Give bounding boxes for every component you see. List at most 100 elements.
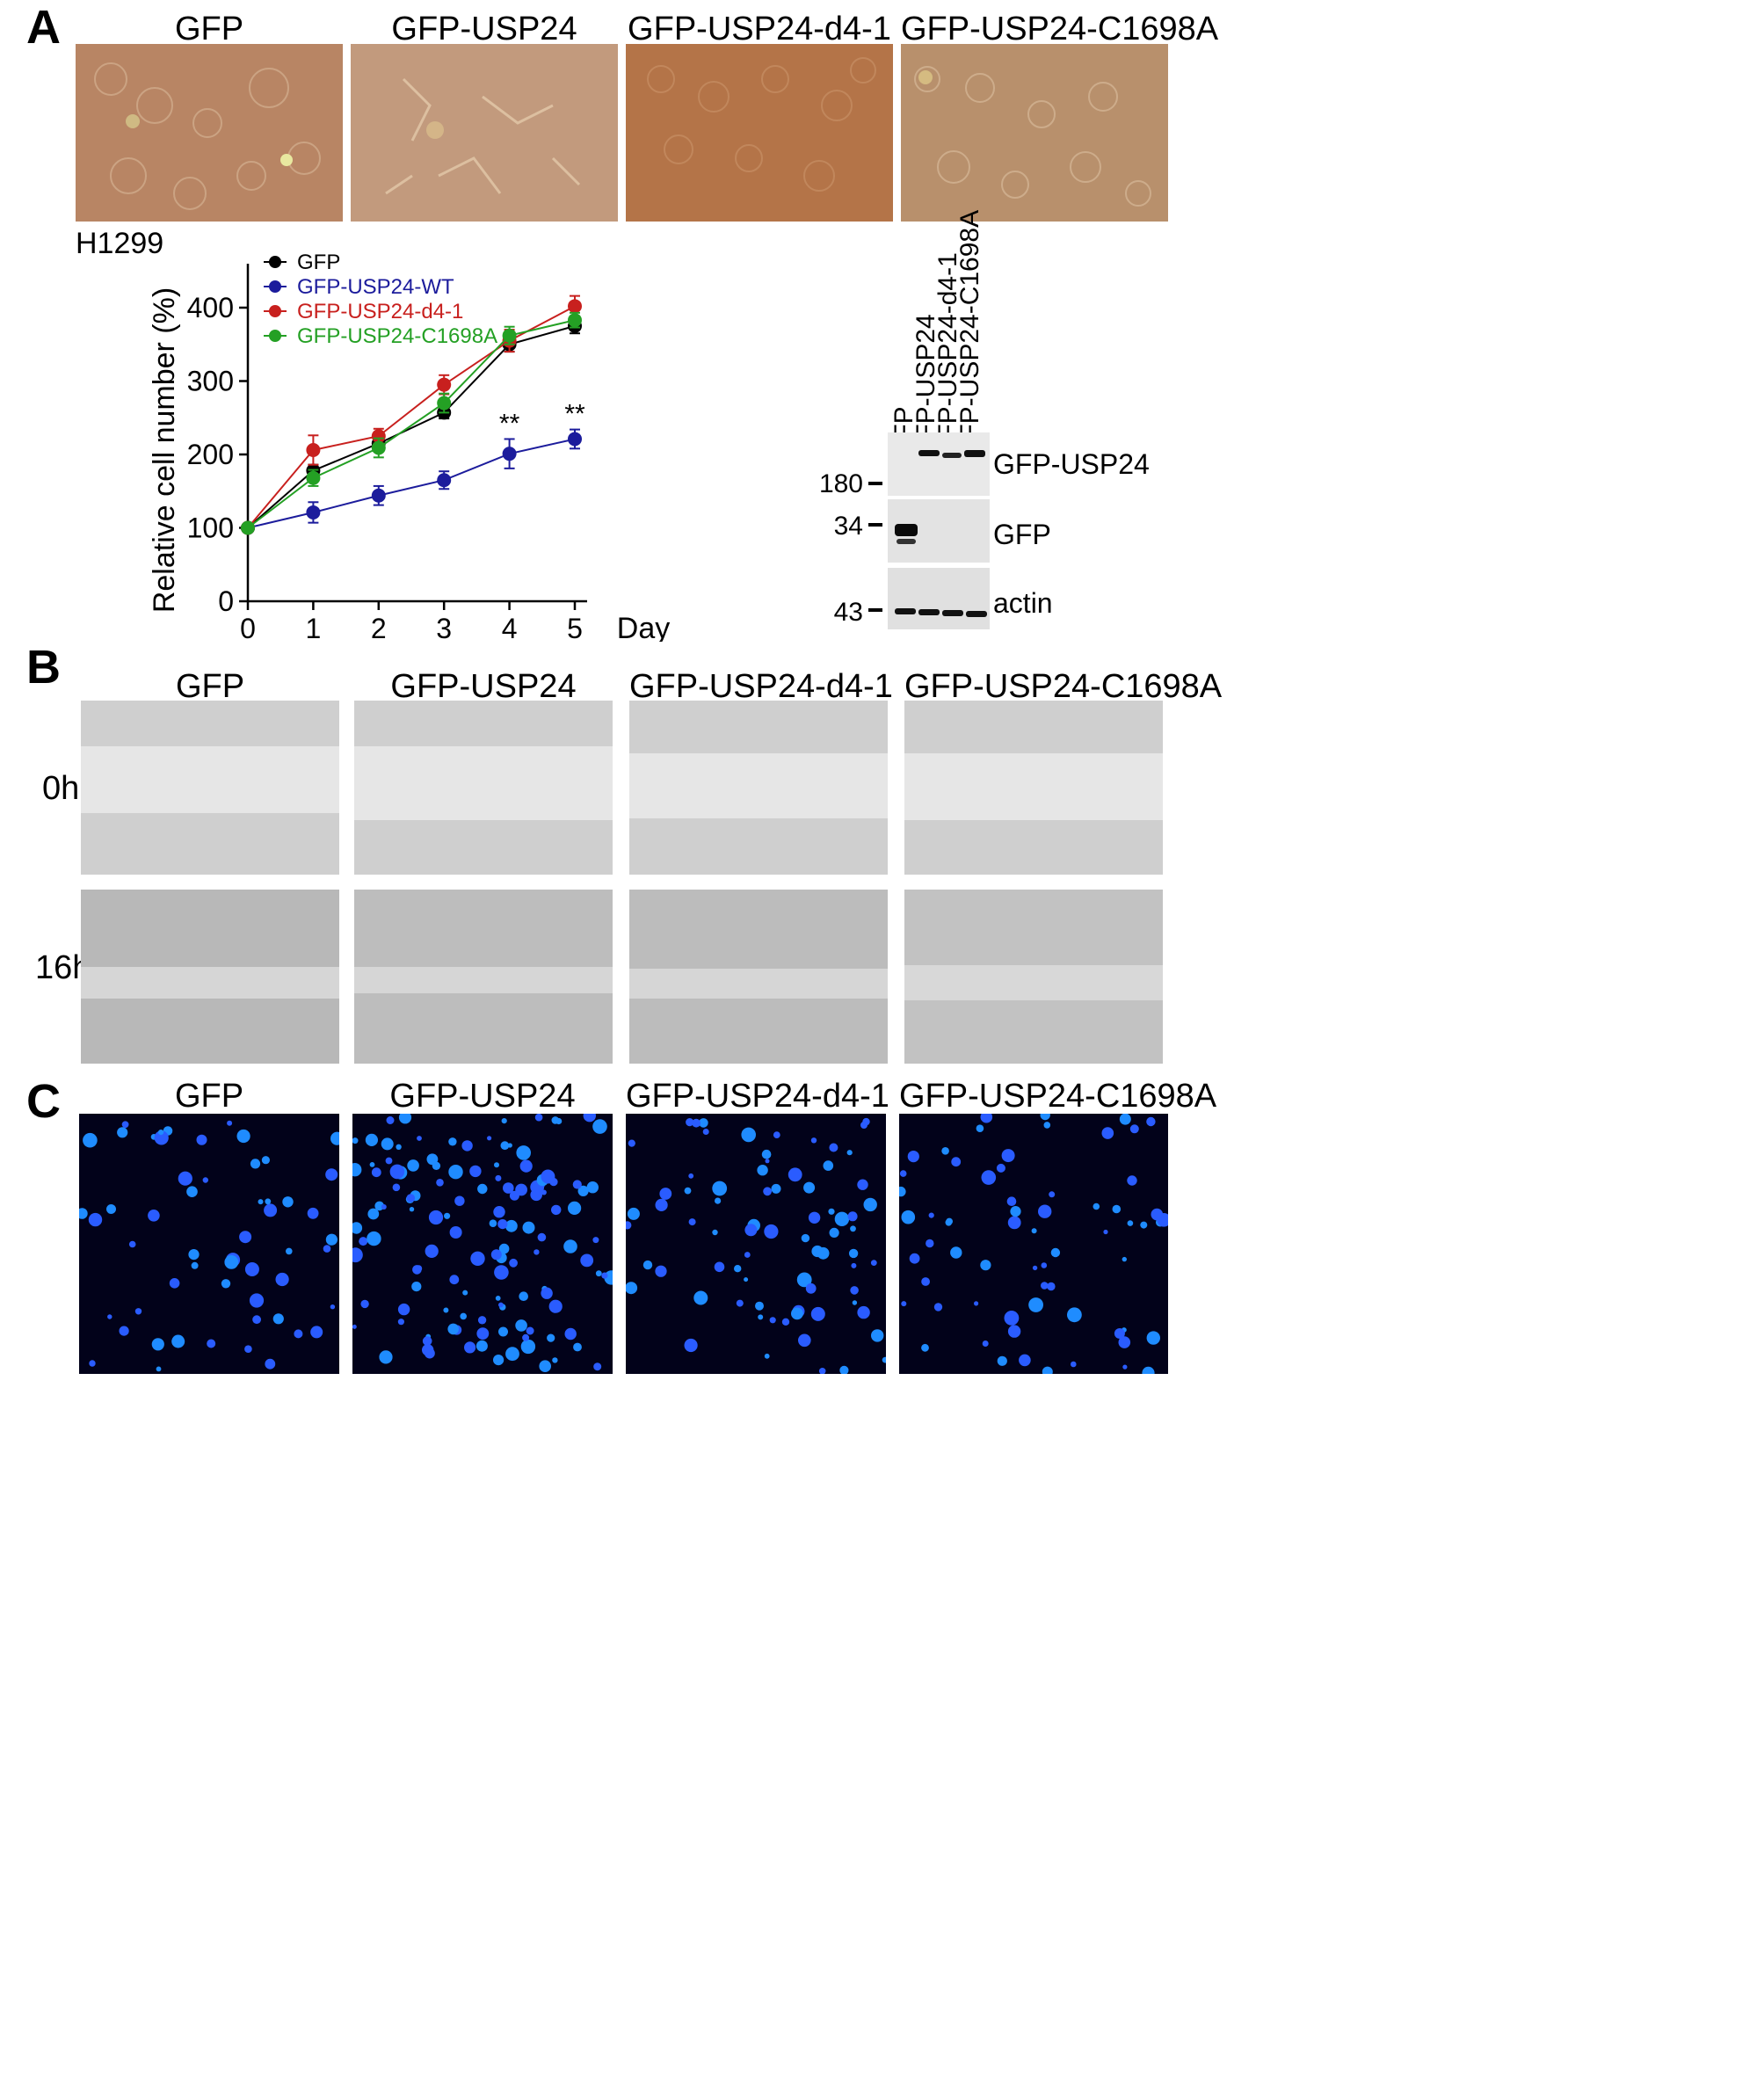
dapi-image-gfp-usp24-d4-1 <box>626 1114 886 1374</box>
nucleus <box>548 1299 563 1313</box>
nucleus <box>1122 1364 1128 1370</box>
nucleus <box>1127 1175 1137 1186</box>
nucleus <box>846 1150 853 1156</box>
nucleus <box>325 1233 338 1246</box>
legend-marker <box>269 305 281 317</box>
nucleus <box>515 1319 527 1332</box>
nucleus <box>79 1208 88 1219</box>
panel-b-col-label-2: GFP-USP24 <box>390 668 577 705</box>
nucleus <box>261 1156 270 1165</box>
phase-contrast-image-gfp <box>76 44 343 222</box>
blot-gfp <box>888 499 990 563</box>
panel-a-col-label-2: GFP-USP24 <box>391 11 577 47</box>
nucleus <box>1146 1331 1160 1345</box>
nucleus <box>595 1270 602 1277</box>
nucleus <box>764 1353 770 1359</box>
nucleus <box>367 1208 380 1220</box>
nucleus <box>476 1327 490 1340</box>
wound-gap <box>354 746 613 820</box>
nucleus <box>89 1360 96 1367</box>
nucleus <box>592 1237 599 1244</box>
nucleus <box>1049 1191 1056 1198</box>
panel-b-col-label-4: GFP-USP24-C1698A <box>904 668 1223 705</box>
wound-gap <box>81 967 339 999</box>
phase-contrast-image-gfp-usp24-c1698a <box>901 44 1168 222</box>
nucleus <box>1041 1282 1049 1290</box>
panel-b-row-label-0h: 0h <box>42 770 80 807</box>
nucleus <box>771 1183 781 1194</box>
panel-a-col-label-3: GFP-USP24-d4-1 <box>628 11 891 47</box>
nucleus <box>871 1329 884 1342</box>
nucleus <box>171 1334 185 1348</box>
nucleus <box>870 1260 877 1266</box>
nucleus <box>593 1362 602 1371</box>
nucleus <box>381 1137 394 1151</box>
nucleus <box>444 1212 451 1219</box>
nucleus <box>460 1312 467 1320</box>
nucleus <box>497 1219 508 1230</box>
nucleus <box>398 1114 412 1124</box>
nucleus <box>857 1305 870 1319</box>
data-point <box>437 396 452 411</box>
nucleus <box>823 1160 834 1171</box>
nucleus <box>1146 1116 1156 1127</box>
nucleus <box>422 1344 434 1356</box>
nucleus <box>83 1132 98 1148</box>
blot-label-gfp-usp24: GFP-USP24 <box>993 448 1150 480</box>
nucleus <box>294 1329 303 1339</box>
series-line-2 <box>247 305 576 529</box>
nucleus <box>568 1201 582 1215</box>
nucleus <box>921 1343 929 1352</box>
nucleus <box>352 1222 363 1234</box>
wound-image-0h-gfp <box>81 701 339 875</box>
nucleus <box>798 1333 811 1348</box>
nucleus <box>509 1190 519 1201</box>
nucleus <box>882 1356 886 1363</box>
nucleus <box>154 1130 169 1145</box>
nucleus <box>781 1318 790 1326</box>
panel-b-col-label-1: GFP <box>175 668 245 705</box>
nucleus <box>765 1159 770 1164</box>
nucleus <box>712 1181 728 1196</box>
legend-label: GFP-USP24-C1698A <box>297 324 497 348</box>
nucleus <box>907 1151 919 1163</box>
nucleus <box>655 1198 668 1211</box>
band <box>918 609 940 615</box>
nucleus <box>534 1249 540 1255</box>
nucleus <box>976 1124 984 1132</box>
nucleus <box>417 1136 422 1141</box>
nucleus <box>563 1239 577 1253</box>
nucleus <box>788 1167 802 1182</box>
nucleus <box>392 1183 401 1192</box>
dapi-image-gfp <box>79 1114 339 1374</box>
blot-actin <box>888 568 990 629</box>
nucleus <box>763 1187 772 1196</box>
nucleus <box>945 1219 953 1226</box>
nucleus <box>158 1130 164 1136</box>
nucleus <box>286 1247 293 1255</box>
nucleus <box>519 1159 533 1173</box>
wound-image-0h-gfp-usp24 <box>354 701 613 875</box>
nucleus <box>505 1219 518 1232</box>
nucleus <box>227 1120 233 1126</box>
nucleus <box>848 1248 859 1259</box>
data-point <box>437 473 452 488</box>
nucleus <box>981 1170 997 1185</box>
nucleus <box>250 1159 261 1169</box>
nucleus <box>601 1272 608 1279</box>
nucleus <box>552 1357 558 1363</box>
nucleus <box>850 1225 856 1232</box>
nucleus <box>330 1131 339 1145</box>
nucleus <box>239 1231 252 1244</box>
nucleus <box>758 1314 764 1320</box>
nucleus <box>454 1195 465 1206</box>
nucleus <box>397 1303 410 1316</box>
wound-image-0h-gfp-usp24-c1698a <box>904 701 1163 875</box>
nucleus <box>712 1229 718 1236</box>
nucleus <box>1093 1202 1100 1210</box>
nucleus <box>265 1358 276 1370</box>
nucleus <box>684 1338 698 1353</box>
band <box>942 453 962 458</box>
nucleus <box>522 1221 535 1234</box>
nucleus <box>857 1179 868 1190</box>
